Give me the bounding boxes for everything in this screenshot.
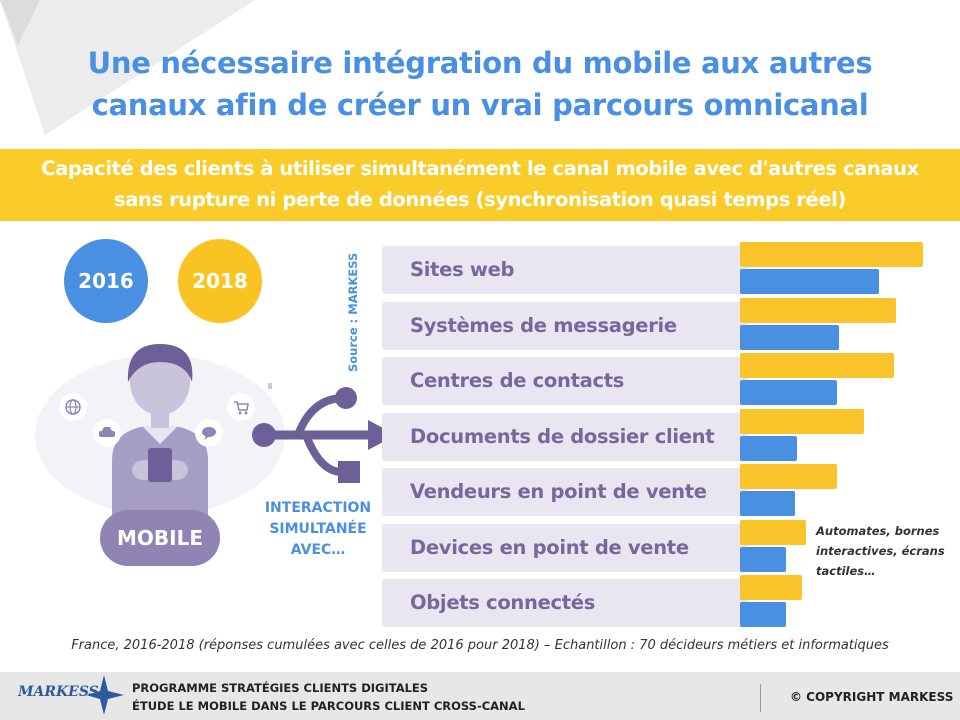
title-line-2: canaux afin de créer un vrai parcours om… xyxy=(91,88,869,122)
copyright: © COPYRIGHT MARKESS xyxy=(790,690,954,704)
markess-logo: MARKESS xyxy=(18,684,99,700)
footnote: France, 2016-2018 (réponses cumulées ave… xyxy=(71,638,889,653)
bar-2018 xyxy=(740,298,896,323)
usb-icon xyxy=(252,387,396,483)
note-line-2: interactives, écrans xyxy=(816,544,945,558)
bar-2016 xyxy=(740,325,839,350)
interaction-line-1: INTERACTION xyxy=(264,500,372,516)
legend-2018: 2018 xyxy=(178,239,262,323)
footer xyxy=(0,672,960,720)
chart-row: Systèmes de messagerie xyxy=(382,302,748,350)
bar-2018 xyxy=(740,353,894,378)
bar-2018 xyxy=(740,409,864,434)
category-label: Vendeurs en point de vente xyxy=(410,480,707,503)
footer-program: PROGRAMME STRATÉGIES CLIENTS DIGITALES xyxy=(132,681,429,695)
chart-row: Documents de dossier client xyxy=(382,413,748,461)
chart-row: Devices en point de vente xyxy=(382,524,748,572)
footer-divider xyxy=(760,684,761,712)
interaction-line-2: SIMULTANÉE xyxy=(269,521,367,537)
phone-icon xyxy=(263,379,277,393)
subtitle-line-1: Capacité des clients à utiliser simultan… xyxy=(41,157,919,180)
car-icon xyxy=(93,419,121,447)
category-label: Documents de dossier client xyxy=(410,425,715,448)
devices-note: Automates, bornes interactives, écrans t… xyxy=(816,521,956,581)
footer-study: ÉTUDE LE MOBILE DANS LE PARCOURS CLIENT … xyxy=(132,699,525,713)
category-label: Devices en point de vente xyxy=(410,536,689,559)
bar-2018 xyxy=(740,242,923,267)
chat-icon xyxy=(195,419,223,447)
bar-2016 xyxy=(740,602,786,627)
bar-2016 xyxy=(740,547,786,572)
bar-2016 xyxy=(740,380,837,405)
category-label: Objets connectés xyxy=(410,591,596,614)
globe-icon xyxy=(59,393,87,421)
star-logo-icon xyxy=(86,675,124,715)
category-label: Centres de contacts xyxy=(410,369,625,392)
decorative-triangle xyxy=(0,0,255,135)
cart-icon xyxy=(227,393,255,421)
note-line-3: tactiles… xyxy=(816,564,876,578)
category-label: Sites web xyxy=(410,258,515,281)
chart-row: Centres de contacts xyxy=(382,357,748,405)
legend-2016: 2016 xyxy=(64,239,148,323)
bar-2016 xyxy=(740,269,879,294)
interaction-caption: INTERACTION SIMULTANÉE AVEC… xyxy=(258,498,378,561)
source-label: Source : MARKESS xyxy=(346,252,360,372)
title-line-1: Une nécessaire intégration du mobile aux… xyxy=(87,46,873,80)
chart-row: Vendeurs en point de vente xyxy=(382,468,748,516)
bar-2018 xyxy=(740,464,837,489)
bar-2016 xyxy=(740,491,795,516)
subtitle: Capacité des clients à utiliser simultan… xyxy=(0,153,960,215)
bar-2018 xyxy=(740,575,802,600)
mobile-label: MOBILE xyxy=(100,510,220,566)
note-line-1: Automates, bornes xyxy=(816,524,940,538)
mobile-user-illustration xyxy=(35,344,285,520)
chart-row: Sites web xyxy=(382,246,748,294)
subtitle-line-2: sans rupture ni perte de données (synchr… xyxy=(114,188,846,211)
category-label: Systèmes de messagerie xyxy=(410,314,677,337)
interaction-line-3: AVEC… xyxy=(290,542,346,558)
chart-row: Objets connectés xyxy=(382,579,748,627)
page-title: Une nécessaire intégration du mobile aux… xyxy=(60,42,900,126)
bar-2016 xyxy=(740,436,797,461)
bar-2018 xyxy=(740,520,806,545)
subtitle-band xyxy=(0,149,960,221)
